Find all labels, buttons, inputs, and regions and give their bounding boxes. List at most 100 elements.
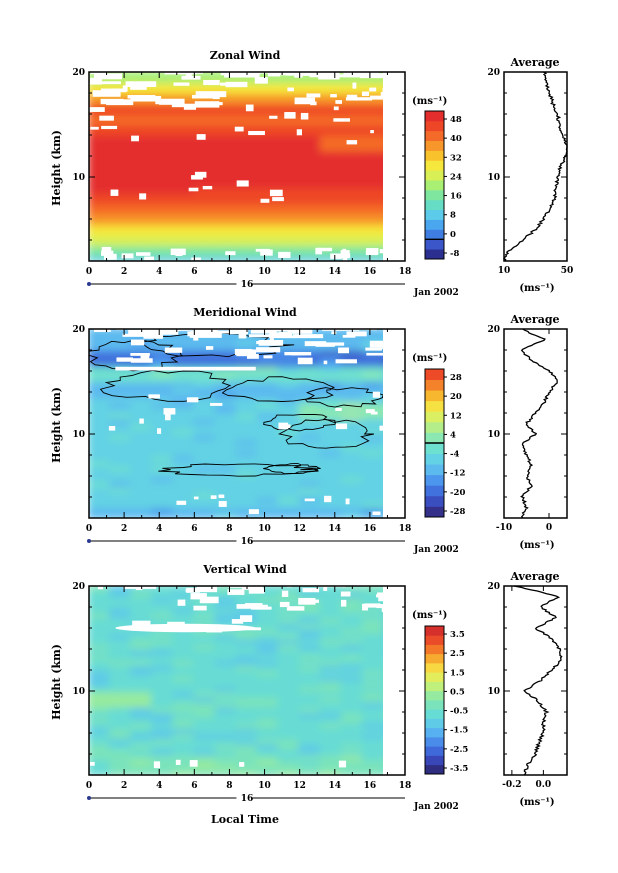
missing-data-cell: [249, 334, 284, 338]
heatmap-cell: [256, 506, 280, 514]
heatmap-cell: [151, 674, 175, 682]
heatmap-cell: [382, 763, 383, 771]
heatmap-cell: [109, 417, 133, 425]
heatmap-cell: [214, 144, 238, 152]
heatmap-cell: [277, 758, 301, 766]
missing-data-cell: [139, 193, 147, 200]
heatmap-cell: [109, 595, 133, 603]
heatmap-cell: [277, 501, 301, 509]
heatmap-cell: [319, 511, 343, 518]
heatmap-cell: [340, 653, 364, 661]
heatmap-cell: [298, 480, 322, 488]
heatmap-cell: [319, 590, 343, 598]
missing-data-cell: [89, 107, 105, 112]
heatmap-cell: [214, 385, 238, 393]
heatmap-cell: [340, 642, 364, 650]
heatmap-cell: [340, 611, 364, 619]
heatmap-cell: [319, 412, 343, 420]
heatmap-cell: [193, 721, 217, 729]
heatmap-cell: [319, 637, 343, 645]
heatmap-cell: [340, 438, 364, 446]
heatmap-cell: [172, 375, 196, 383]
heatmap-cell: [130, 695, 154, 703]
heatmap-cell: [193, 663, 217, 671]
missing-data-cell: [210, 495, 217, 499]
heatmap-cell: [172, 469, 196, 477]
heatmap-cell: [193, 443, 217, 451]
heatmap-cell: [130, 711, 154, 719]
heatmap-cell: [214, 496, 238, 504]
heatmap-cell: [277, 464, 301, 472]
missing-data-cell: [101, 246, 112, 252]
missing-data-cell: [296, 129, 303, 136]
heatmap-cell: [256, 160, 280, 168]
heatmap-cell: [361, 375, 383, 383]
heatmap-cell: [109, 496, 133, 504]
heatmap-cell: [340, 391, 364, 399]
heatmap-cell: [256, 711, 280, 719]
heatmap-cell: [361, 454, 383, 462]
heatmap-cell: [130, 490, 154, 498]
heatmap-cell: [361, 747, 383, 755]
heatmap-cell: [214, 233, 238, 241]
heatmap-cell: [361, 443, 383, 451]
heatmap-cell: [235, 490, 259, 498]
heatmap-cell: [89, 427, 112, 435]
missing-data-cell: [135, 586, 143, 591]
vertical-profile-unit: (ms⁻¹): [519, 797, 554, 808]
heatmap-cell: [193, 391, 217, 399]
heatmap-cell: [340, 349, 364, 357]
heatmap-cell: [235, 333, 259, 341]
missing-data-cell: [291, 329, 313, 334]
heatmap-cell: [382, 349, 383, 357]
heatmap-cell: [172, 611, 196, 619]
heatmap-cell: [109, 501, 133, 509]
missing-data-cell: [287, 87, 294, 92]
missing-data-cell: [183, 106, 197, 110]
heatmap-cell: [298, 627, 322, 635]
heatmap-cell: [172, 186, 196, 194]
heatmap-cell: [256, 97, 280, 105]
missing-data-cell: [345, 97, 373, 101]
profile-x-tick-label: -0.2: [502, 780, 521, 790]
missing-data-cell: [130, 95, 162, 102]
missing-data-cell: [225, 251, 236, 256]
heatmap-cell: [235, 149, 259, 157]
heatmap-cell: [361, 333, 383, 341]
heatmap-cell: [193, 254, 217, 261]
heatmap-cell: [256, 244, 280, 252]
heatmap-cell: [277, 475, 301, 483]
heatmap-cell: [382, 81, 383, 89]
heatmap-cell: [256, 223, 280, 231]
heatmap-cell: [340, 595, 364, 603]
heatmap-cell: [277, 732, 301, 740]
no-data-region: [384, 72, 405, 261]
heatmap-cell: [130, 496, 154, 504]
heatmap-cell: [130, 333, 154, 341]
heatmap-cell: [277, 443, 301, 451]
x-tick-label: 14: [329, 524, 342, 534]
colorbar-swatch: [425, 690, 444, 701]
missing-data-cell: [89, 761, 95, 766]
heatmap-cell: [256, 149, 280, 157]
heatmap-cell: [256, 118, 280, 126]
heatmap-cell: [214, 721, 238, 729]
heatmap-cell: [298, 459, 322, 467]
heatmap-cell: [130, 642, 154, 650]
heatmap-cell: [151, 480, 175, 488]
heatmap-cell: [277, 176, 301, 184]
heatmap-cell: [172, 642, 196, 650]
heatmap-cell: [89, 732, 112, 740]
missing-data-cell: [383, 349, 387, 352]
heatmap-cell: [130, 443, 154, 451]
heatmap-cell: [340, 658, 364, 666]
heatmap-cell: [151, 732, 175, 740]
heatmap-cell: [256, 391, 280, 399]
colorbar-swatch: [425, 432, 444, 444]
heatmap-cell: [193, 506, 217, 514]
missing-data-cell: [281, 590, 289, 597]
heatmap-cell: [130, 637, 154, 645]
day-label: 16: [241, 794, 254, 804]
missing-data-cell: [294, 72, 303, 78]
heatmap-cell: [382, 753, 383, 761]
